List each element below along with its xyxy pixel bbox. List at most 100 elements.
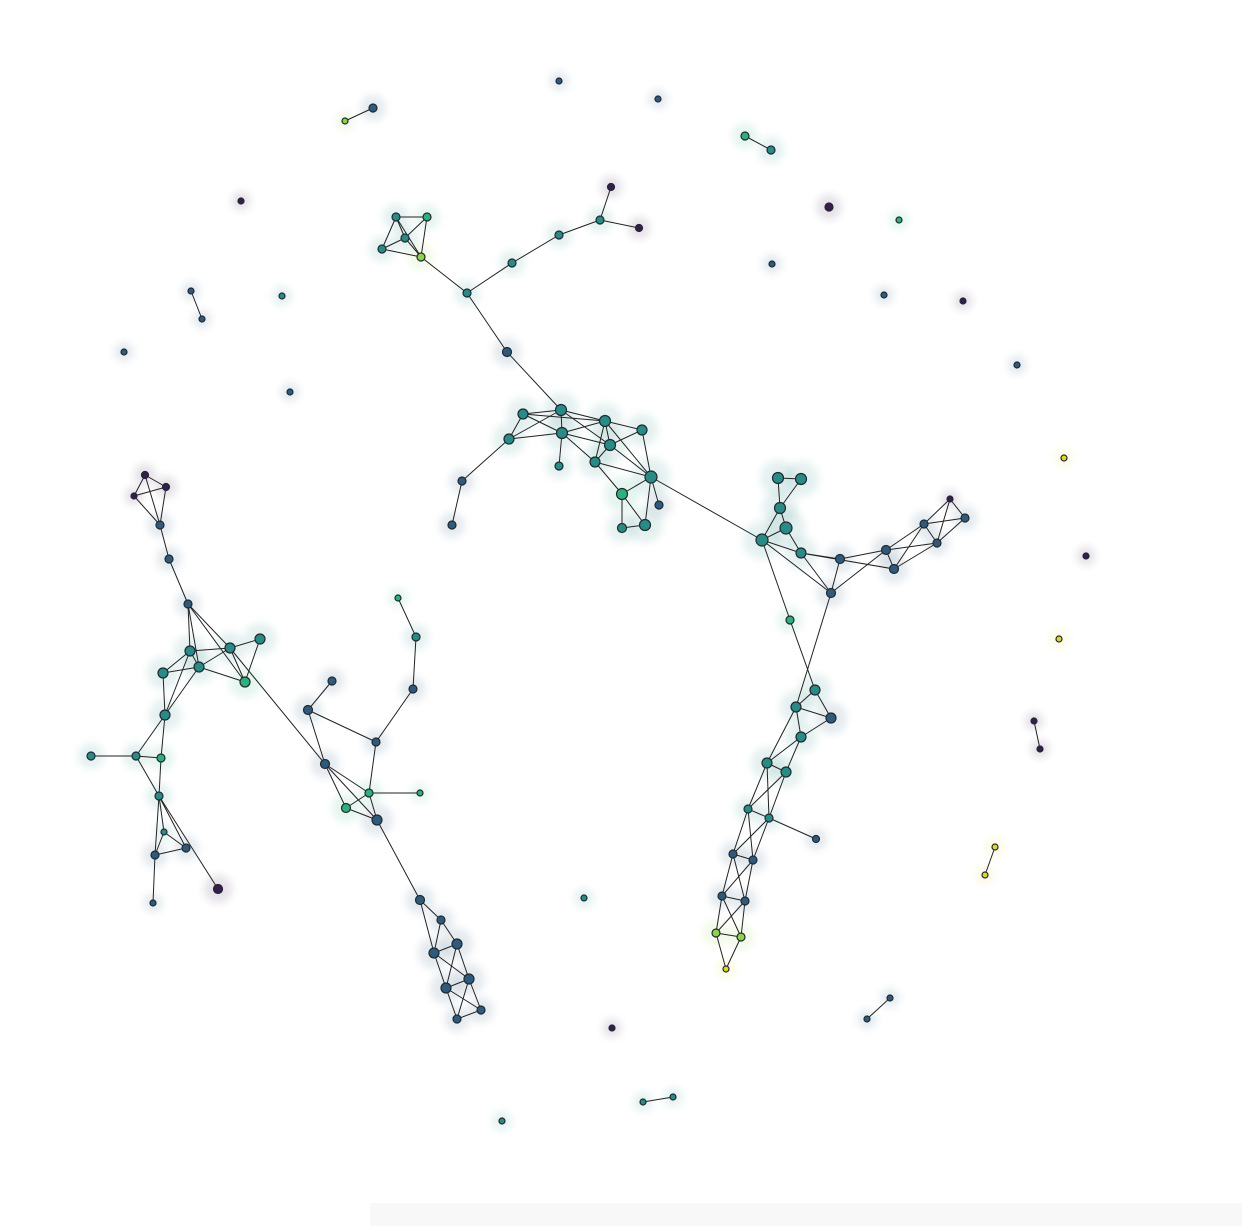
graph-node[interactable] <box>717 891 727 901</box>
graph-node[interactable] <box>1013 361 1021 369</box>
graph-node[interactable] <box>616 522 628 534</box>
graph-node[interactable] <box>341 117 349 125</box>
graph-node[interactable] <box>157 667 169 679</box>
graph-node[interactable] <box>959 297 967 305</box>
graph-node[interactable] <box>286 388 294 396</box>
graph-node[interactable] <box>768 260 776 268</box>
graph-node[interactable] <box>834 553 846 565</box>
graph-node[interactable] <box>1060 454 1068 462</box>
graph-node[interactable] <box>711 928 721 938</box>
graph-node[interactable] <box>771 471 785 485</box>
graph-node[interactable] <box>639 1098 647 1106</box>
graph-node[interactable] <box>743 804 753 814</box>
graph-node[interactable] <box>140 470 150 480</box>
graph-node[interactable] <box>371 737 381 747</box>
graph-node[interactable] <box>554 230 564 240</box>
graph-node[interactable] <box>615 487 629 501</box>
graph-node[interactable] <box>161 482 171 492</box>
graph-node[interactable] <box>764 813 774 823</box>
graph-node[interactable] <box>193 661 205 673</box>
graph-node[interactable] <box>888 563 900 575</box>
graph-node[interactable] <box>669 1093 677 1101</box>
graph-node[interactable] <box>811 834 821 844</box>
graph-node[interactable] <box>790 701 802 713</box>
graph-node[interactable] <box>181 843 191 853</box>
graph-node[interactable] <box>654 500 664 510</box>
graph-node[interactable] <box>809 684 821 696</box>
graph-node[interactable] <box>411 632 421 642</box>
graph-node[interactable] <box>254 633 266 645</box>
graph-node[interactable] <box>555 426 569 440</box>
graph-node[interactable] <box>391 212 401 222</box>
graph-node[interactable] <box>422 212 432 222</box>
graph-node[interactable] <box>755 533 769 547</box>
graph-node[interactable] <box>150 850 160 860</box>
graph-node[interactable] <box>589 456 601 468</box>
graph-node[interactable] <box>368 103 378 113</box>
graph-node[interactable] <box>728 849 738 859</box>
graph-node[interactable] <box>507 258 517 268</box>
graph-node[interactable] <box>740 896 750 906</box>
graph-node[interactable] <box>608 1024 616 1032</box>
graph-node[interactable] <box>237 197 245 205</box>
graph-node[interactable] <box>780 766 792 778</box>
graph-node[interactable] <box>327 676 337 686</box>
graph-node[interactable] <box>447 520 457 530</box>
graph-node[interactable] <box>598 414 612 428</box>
graph-node[interactable] <box>319 758 331 770</box>
graph-node[interactable] <box>554 461 564 471</box>
graph-node[interactable] <box>946 495 954 503</box>
graph-node[interactable] <box>606 182 616 192</box>
graph-node[interactable] <box>278 292 286 300</box>
graph-node[interactable] <box>408 684 418 694</box>
graph-node[interactable] <box>886 994 894 1002</box>
graph-node[interactable] <box>154 791 164 801</box>
graph-node[interactable] <box>740 131 750 141</box>
graph-node[interactable] <box>184 645 196 657</box>
graph-node[interactable] <box>377 244 387 254</box>
graph-node[interactable] <box>476 1005 486 1015</box>
graph-node[interactable] <box>748 855 758 865</box>
graph-node[interactable] <box>416 252 426 262</box>
graph-node[interactable] <box>498 1117 506 1125</box>
graph-node[interactable] <box>761 757 773 769</box>
graph-node[interactable] <box>400 233 410 243</box>
graph-node[interactable] <box>824 202 834 212</box>
graph-node[interactable] <box>895 216 903 224</box>
graph-node[interactable] <box>164 554 174 564</box>
graph-node[interactable] <box>795 547 807 559</box>
graph-node[interactable] <box>919 519 929 529</box>
graph-node[interactable] <box>86 751 96 761</box>
graph-node[interactable] <box>644 470 658 484</box>
graph-node[interactable] <box>794 472 808 486</box>
graph-node[interactable] <box>991 843 999 851</box>
graph-node[interactable] <box>554 403 568 417</box>
graph-node[interactable] <box>452 1014 462 1024</box>
graph-node[interactable] <box>1082 552 1090 560</box>
graph-node[interactable] <box>825 712 837 724</box>
graph-node[interactable] <box>414 894 426 906</box>
graph-node[interactable] <box>638 518 652 532</box>
graph-node[interactable] <box>932 538 942 548</box>
graph-node[interactable] <box>371 814 383 826</box>
graph-node[interactable] <box>1030 717 1038 725</box>
graph-node[interactable] <box>880 544 892 556</box>
graph-node[interactable] <box>155 520 165 530</box>
graph-node[interactable] <box>159 709 171 721</box>
graph-node[interactable] <box>603 438 617 452</box>
graph-node[interactable] <box>340 802 352 814</box>
graph-node[interactable] <box>187 287 195 295</box>
graph-node[interactable] <box>517 408 529 420</box>
graph-node[interactable] <box>131 751 141 761</box>
graph-node[interactable] <box>451 938 463 950</box>
graph-node[interactable] <box>636 424 648 436</box>
graph-node[interactable] <box>722 965 730 973</box>
graph-node[interactable] <box>654 95 662 103</box>
graph-node[interactable] <box>156 753 166 763</box>
graph-node[interactable] <box>1055 635 1063 643</box>
graph-node[interactable] <box>880 291 888 299</box>
graph-node[interactable] <box>212 883 224 895</box>
graph-node[interactable] <box>785 615 795 625</box>
graph-node[interactable] <box>863 1015 871 1023</box>
graph-node[interactable] <box>634 223 644 233</box>
